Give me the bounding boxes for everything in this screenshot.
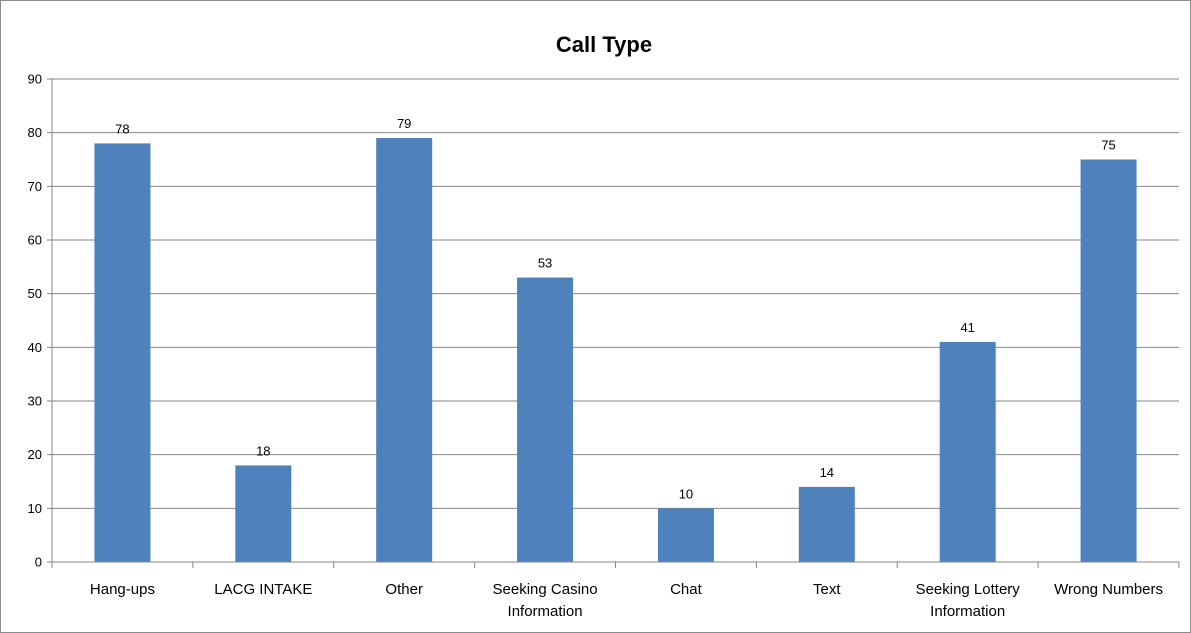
y-tick-label: 20	[28, 447, 42, 462]
bar	[798, 486, 855, 562]
x-category-label: Hang-ups	[90, 581, 155, 598]
x-category-label: Text	[813, 581, 841, 598]
gridlines	[52, 78, 1179, 509]
data-label: 79	[397, 116, 411, 131]
data-label: 18	[256, 443, 270, 458]
y-tick-label: 70	[28, 179, 42, 194]
y-tick-label: 80	[28, 125, 42, 140]
bar	[657, 508, 714, 562]
y-tick-label: 0	[35, 555, 42, 570]
y-tick-label: 50	[28, 286, 42, 301]
x-category-label: Chat	[670, 581, 703, 598]
axes	[51, 79, 1180, 568]
y-axis-ticks: 0 10 20 30 40 50 60 70 80 90	[28, 72, 52, 570]
data-label: 41	[960, 320, 974, 335]
data-label: 75	[1101, 138, 1115, 153]
bar	[1080, 159, 1137, 562]
y-tick-label: 40	[28, 340, 42, 355]
x-category-label: Seeking Lottery Information	[916, 581, 1021, 620]
x-category-label: Seeking Casino Information	[493, 581, 598, 620]
bar	[376, 138, 433, 563]
x-axis-categories: Hang-ups LACG INTAKE Other Seeking Casino In…	[90, 581, 1163, 620]
x-category-label: Other	[385, 581, 423, 598]
data-labels: 78 18 79 53 10 14 41 75	[115, 116, 1116, 501]
y-tick-label: 30	[28, 394, 42, 409]
data-label: 14	[820, 465, 834, 480]
data-label: 53	[538, 256, 552, 271]
y-tick-label: 60	[28, 233, 42, 248]
data-label: 10	[679, 486, 693, 501]
bar	[517, 277, 574, 562]
bar	[94, 143, 151, 562]
bar	[939, 341, 996, 562]
bar	[235, 465, 292, 562]
x-category-label: Wrong Numbers	[1054, 581, 1163, 598]
y-tick-label: 10	[28, 501, 42, 516]
x-category-label: LACG INTAKE	[214, 581, 312, 598]
bars	[94, 138, 1137, 563]
chart-title: Call Type	[556, 32, 652, 57]
data-label: 78	[115, 121, 129, 136]
y-tick-label: 90	[28, 72, 42, 87]
